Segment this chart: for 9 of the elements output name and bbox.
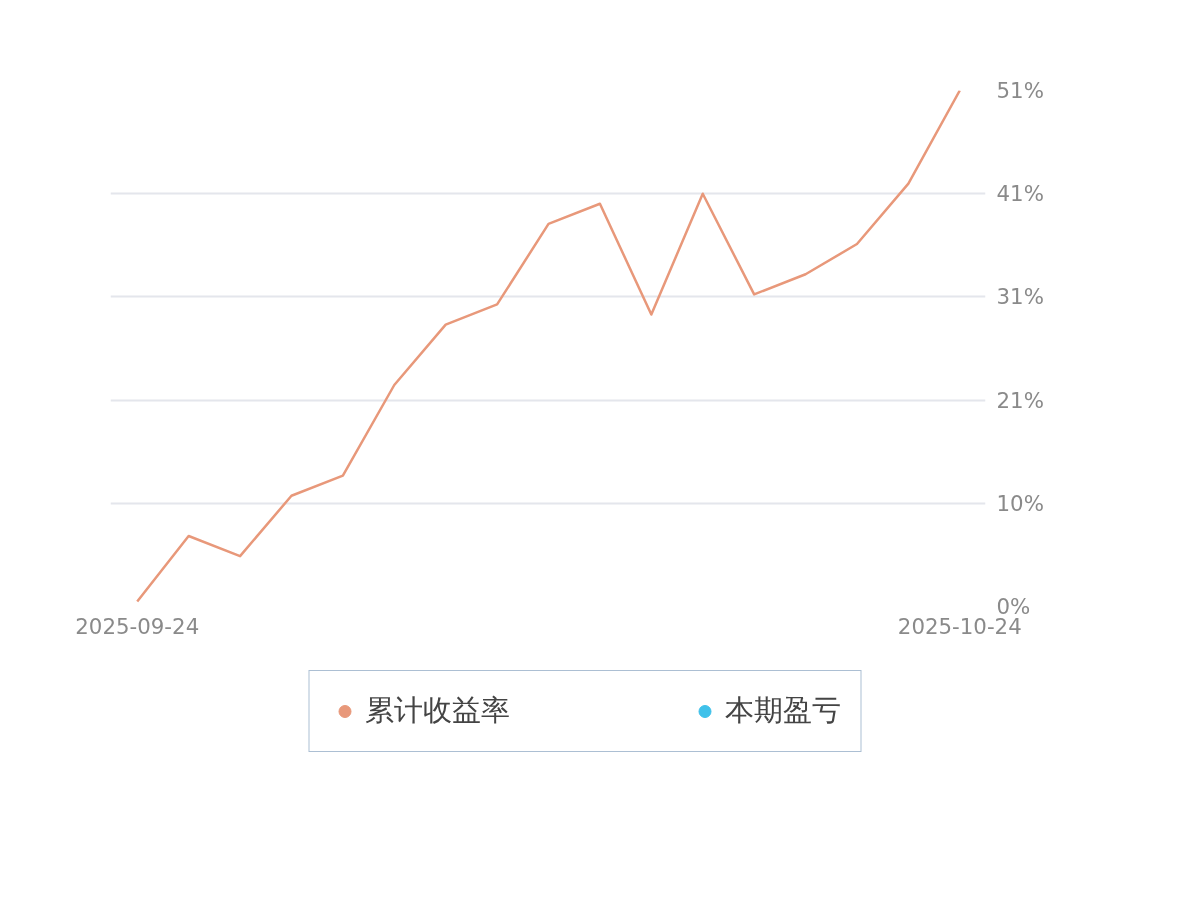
line-series [135,90,962,603]
y-tick-label: 51% [996,78,1044,103]
x-tick-label: 2025-09-24 [75,613,200,639]
y-tick-label: 21% [996,387,1044,413]
y-tick-label: 31% [996,284,1044,310]
y-tick-label: 41% [996,181,1044,207]
legend-label: 本期盈亏 [724,692,841,729]
legend-label: 累计收益率 [364,692,510,729]
y-tick-label: 10% [996,490,1044,516]
